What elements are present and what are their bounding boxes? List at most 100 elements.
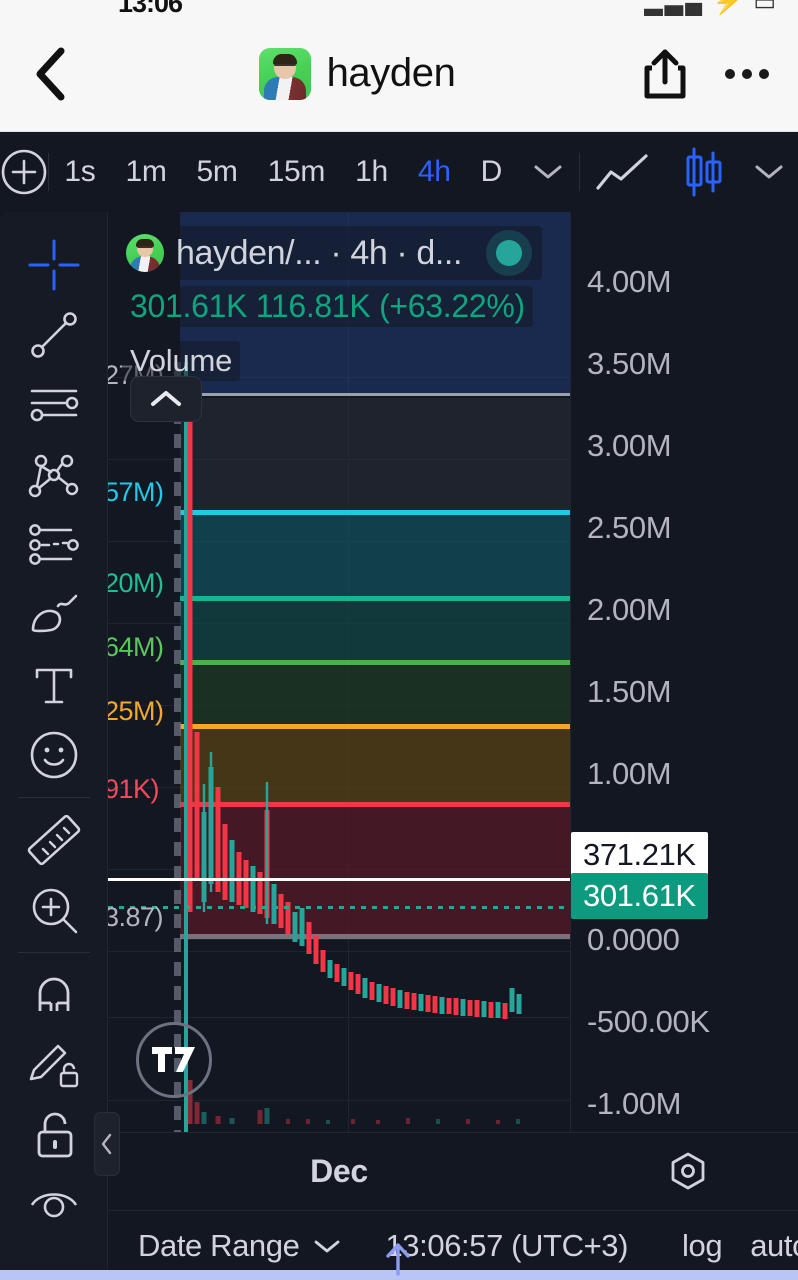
chevron-up-icon xyxy=(151,391,181,406)
chart-bottom-bar: Date Range 13:06:57 (UTC+3) log auto xyxy=(108,1210,798,1280)
zoom-in-tool[interactable] xyxy=(0,875,108,945)
collapse-toolbar-button[interactable] xyxy=(94,1112,120,1176)
brush-icon xyxy=(31,594,78,633)
legend-change-percent: (+63.22%) xyxy=(379,288,525,324)
crosshair-tool[interactable] xyxy=(0,230,108,300)
price-tick-2: 3.00M xyxy=(587,428,672,463)
level-line-green xyxy=(180,660,570,665)
scroll-up-indicator xyxy=(386,1243,410,1276)
add-indicator-button[interactable] xyxy=(0,148,48,196)
fib-retracement-tool[interactable] xyxy=(0,510,108,580)
legend-symbol-row[interactable]: hayden/... · 4h · d... xyxy=(122,226,543,280)
timeframe-5m[interactable]: 5m xyxy=(196,155,238,188)
price-tick-6: 1.00M xyxy=(587,756,672,791)
emoji-icon xyxy=(30,731,78,779)
timeframe-1h[interactable]: 1h xyxy=(355,155,388,188)
share-button[interactable] xyxy=(628,37,702,111)
chart-toolbar: 1s 1m 5m 15m 1h 4h D xyxy=(0,132,798,212)
ruler-icon xyxy=(27,814,81,866)
drawing-toolbar xyxy=(0,212,120,1280)
lock-all-tool[interactable] xyxy=(0,1100,108,1170)
lock-open-icon xyxy=(37,1112,73,1158)
collapse-pane-button[interactable] xyxy=(130,376,202,422)
chart-type-line-button[interactable] xyxy=(580,151,666,193)
price-tick-9: -1.00M xyxy=(587,1086,682,1121)
crosshair-icon xyxy=(28,239,80,291)
text-tool[interactable] xyxy=(0,650,108,720)
avatar xyxy=(258,47,311,100)
timeframe-1m[interactable]: 1m xyxy=(125,155,167,188)
timeframe-4h[interactable]: 4h xyxy=(417,155,451,188)
trend-line-tool[interactable] xyxy=(0,300,108,370)
time-axis[interactable]: Dec xyxy=(108,1132,798,1210)
nav-actions xyxy=(628,37,798,111)
price-tick-4: 2.00M xyxy=(587,592,672,627)
level-label-2: 20M) xyxy=(108,568,164,598)
text-icon xyxy=(35,668,73,704)
level-line-cyan xyxy=(180,510,570,515)
chevron-left-icon xyxy=(36,47,65,100)
time-axis-label: Dec xyxy=(310,1153,368,1189)
log-scale-button[interactable]: log xyxy=(682,1227,723,1263)
level-line-gray-bottom xyxy=(180,934,570,939)
legend-price-row: 301.61K 116.81K (+63.22%) xyxy=(122,286,533,327)
nav-title-group[interactable]: hayden xyxy=(86,47,628,100)
band-teal xyxy=(180,600,570,664)
eye-icon xyxy=(30,1193,78,1218)
pencil-lock-icon xyxy=(29,1044,79,1088)
timeframe-d[interactable]: D xyxy=(480,155,503,188)
price-pane[interactable]: 27M) 57M) 20M) 64M) 25M) 91K) 3.87) xyxy=(108,212,570,1132)
chart-type-candles-button[interactable] xyxy=(666,147,740,197)
band-orange xyxy=(180,728,570,806)
timeframe-dropdown-button[interactable] xyxy=(517,163,579,181)
drawing-lock-tool[interactable] xyxy=(0,1030,108,1100)
fib-retracement-icon xyxy=(29,524,79,565)
back-button[interactable] xyxy=(0,16,86,131)
price-axis[interactable]: 4.00M 3.50M 3.00M 2.50M 2.00M 1.50M 1.00… xyxy=(570,212,798,1132)
horizontal-levels-tool[interactable] xyxy=(0,370,108,440)
clock-label: 13:06:57 (UTC+3) xyxy=(385,1227,629,1263)
level-line-gray-top xyxy=(180,393,570,396)
toolbar-divider-4 xyxy=(17,952,90,953)
timeframe-1s[interactable]: 1s xyxy=(64,155,96,188)
clock-button[interactable]: 13:06:57 (UTC+3) xyxy=(341,1228,628,1264)
trend-line-icon xyxy=(31,312,77,358)
chart-settings-button[interactable] xyxy=(648,1150,728,1194)
level-label-4: 25M) xyxy=(108,696,164,726)
band-cyan xyxy=(180,514,570,600)
magnet-tool[interactable] xyxy=(0,960,108,1030)
magnet-icon xyxy=(38,977,70,1011)
volume-series xyxy=(187,1080,520,1124)
price-tick-7: 0.0000 xyxy=(587,922,680,957)
price-tick-3: 2.50M xyxy=(587,510,672,545)
plus-circle-icon xyxy=(1,149,47,195)
zoom-in-icon xyxy=(32,888,78,934)
line-chart-icon xyxy=(596,154,648,190)
hide-drawings-tool[interactable] xyxy=(0,1170,108,1240)
band-neutral xyxy=(180,398,570,514)
tradingview-logo xyxy=(136,1022,212,1098)
legend-volume-label: Volume xyxy=(122,341,241,381)
auto-scale-button[interactable]: auto xyxy=(750,1227,798,1263)
more-options-button[interactable] xyxy=(710,37,784,111)
chart-area[interactable]: 27M) 57M) 20M) 64M) 25M) 91K) 3.87) xyxy=(108,212,798,1280)
pitchfork-tool[interactable] xyxy=(0,440,108,510)
timeframe-15m[interactable]: 15m xyxy=(267,155,326,188)
market-open-dot xyxy=(486,230,533,276)
brush-tool[interactable] xyxy=(0,580,108,650)
chart-settings-icon xyxy=(671,1152,705,1189)
price-tick-5: 1.50M xyxy=(587,674,672,709)
chart-legend: hayden/... · 4h · d... 301.61K 116.81K (… xyxy=(122,226,543,381)
date-range-label: Date Range xyxy=(138,1227,300,1263)
chart-type-dropdown-button[interactable] xyxy=(740,163,798,181)
level-label-5: 91K) xyxy=(108,774,160,804)
date-range-button[interactable]: Date Range xyxy=(108,1228,341,1264)
toolbar-divider-2 xyxy=(579,153,580,191)
chevron-down-icon xyxy=(315,1240,340,1252)
chevron-down-icon xyxy=(534,165,562,179)
price-tick-1: 3.50M xyxy=(587,346,672,381)
measure-tool[interactable] xyxy=(0,805,108,875)
emoji-tool[interactable] xyxy=(0,720,108,790)
candlestick-series xyxy=(187,380,522,1019)
timeframe-list: 1s 1m 5m 15m 1h 4h D xyxy=(49,155,517,189)
